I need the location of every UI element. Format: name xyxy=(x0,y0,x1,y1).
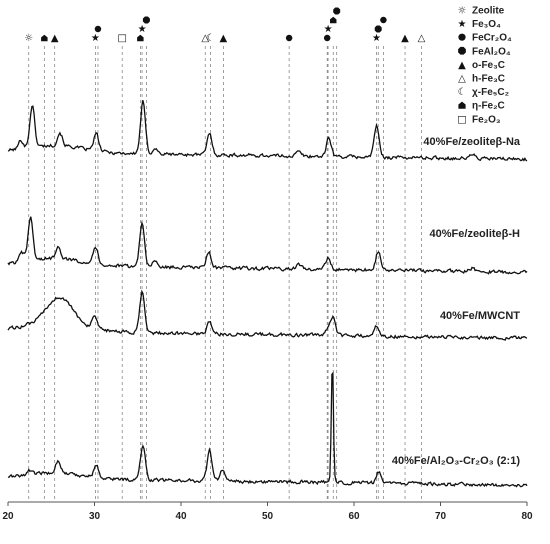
eta-fe2c-marker xyxy=(41,34,48,42)
legend-item-fecr2o4: FeCr₂O₄ xyxy=(458,33,512,44)
series-label: 40%Fe/MWCNT xyxy=(440,310,520,322)
x-tick-label: 30 xyxy=(89,511,101,522)
fecr2o4-marker xyxy=(323,34,331,42)
xrd-trace-series-1 xyxy=(7,100,528,162)
chi-fe5c2-marker: ☾ xyxy=(206,33,215,44)
feal2o4-marker xyxy=(142,16,150,24)
legend-item-o-fe3c: ▲ o-Fe₃C xyxy=(458,60,505,71)
x-tick-label: 60 xyxy=(348,511,360,522)
x-axis: 20 30 40 50 60 70 80 xyxy=(2,501,533,522)
feal2o4-marker xyxy=(333,7,341,15)
legend-label: Fe₃O₄ xyxy=(472,19,501,30)
legend-item-fe3o4: ★ Fe₃O₄ xyxy=(458,19,502,30)
zeolite-marker: ☼ xyxy=(458,6,467,17)
o-fe3c-marker: ▲ xyxy=(220,33,228,44)
legend-label: FeCr₂O₄ xyxy=(472,33,512,44)
legend-label: χ-Fe₅C₂ xyxy=(472,87,509,98)
fecr2o4-marker xyxy=(285,34,293,42)
eta-fe2c-marker xyxy=(137,34,144,42)
eta-fe2c-marker xyxy=(458,101,466,109)
legend-item-eta-fe2c: η-Fe₂C xyxy=(458,101,505,112)
xrd-trace-series-2 xyxy=(7,216,528,275)
fecr2o4-marker xyxy=(380,16,387,24)
legend-item-chi-fe5c2: ☾ χ-Fe₅C₂ xyxy=(458,87,510,98)
phase-legend: ☼ Zeolite ★ Fe₃O₄ FeCr₂O₄ FeAl₂O₄ ▲ o-Fe₃C △ h-Fe… xyxy=(457,6,512,126)
fe3o4-marker: ★ xyxy=(458,19,467,30)
legend-label: Fe₂O₃ xyxy=(472,114,501,125)
xrd-traces: 40%Fe/zeoliteβ-Na 40%Fe/zeoliteβ-H 40%Fe/M… xyxy=(7,100,528,488)
series-label: 40%Fe/zeoliteβ-Na xyxy=(423,136,520,148)
legend-label: Zeolite xyxy=(472,6,505,17)
h-fe3c-marker: △ xyxy=(458,74,466,85)
legend-item-h-fe3c: △ h-Fe₃C xyxy=(458,74,505,85)
legend-label: o-Fe₃C xyxy=(472,60,505,71)
fecr2o4-marker xyxy=(94,25,102,33)
o-fe3c-marker: ▲ xyxy=(51,33,59,44)
x-tick-label: 70 xyxy=(435,511,447,522)
x-tick-label: 20 xyxy=(2,511,14,522)
legend-item-fe2o3: □ Fe₂O₃ xyxy=(457,114,501,125)
x-tick-label: 40 xyxy=(175,511,187,522)
x-tick-label: 80 xyxy=(521,511,533,522)
feal2o4-marker xyxy=(374,25,382,33)
xrd-trace-series-4 xyxy=(7,371,528,488)
series-label: 40%Fe/Al₂O₃-Cr₂O₃ (2:1) xyxy=(392,455,520,467)
phase-reference-lines xyxy=(28,46,422,500)
o-fe3c-marker: ▲ xyxy=(458,60,466,71)
fe3o4-marker: ★ xyxy=(324,24,333,35)
xrd-trace-series-3 xyxy=(7,289,528,341)
legend-item-feal2o4: FeAl₂O₄ xyxy=(458,46,511,57)
fecr2o4-marker xyxy=(458,33,466,41)
legend-label: η-Fe₂C xyxy=(472,101,505,112)
legend-label: FeAl₂O₄ xyxy=(472,46,511,57)
chi-fe5c2-marker: ☾ xyxy=(458,87,467,98)
legend-label: h-Fe₃C xyxy=(472,74,505,85)
eta-fe2c-marker xyxy=(330,16,337,24)
series-label: 40%Fe/zeoliteβ-H xyxy=(430,228,521,240)
zeolite-marker: ☼ xyxy=(24,33,33,44)
x-tick-label: 50 xyxy=(262,511,274,522)
feal2o4-marker xyxy=(458,46,466,55)
h-fe3c-marker: △ xyxy=(201,33,209,44)
o-fe3c-marker: ▲ xyxy=(401,33,409,44)
fe3o4-marker: ★ xyxy=(91,33,100,44)
legend-item-zeolite: ☼ Zeolite xyxy=(458,6,505,17)
phase-markers: ☼ ▲ ★ □★△☾ ▲★★ ▲ △ xyxy=(24,7,426,44)
fe3o4-marker: ★ xyxy=(138,24,147,35)
fe2o3-marker: □ xyxy=(117,33,126,44)
h-fe3c-marker: △ xyxy=(418,33,426,44)
fe3o4-marker: ★ xyxy=(372,33,381,44)
fe2o3-marker: □ xyxy=(457,114,466,125)
